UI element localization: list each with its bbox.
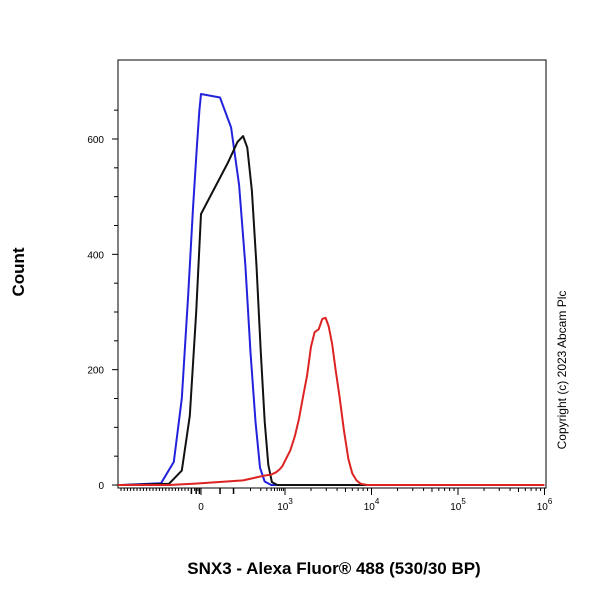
y-tick-label: 600 — [87, 135, 104, 146]
x-tick-label: 104 — [364, 497, 380, 513]
x-tick-label: 106 — [537, 497, 553, 513]
y-tick-label: 400 — [87, 250, 104, 261]
x-tick-label: 103 — [277, 497, 293, 513]
y-axis: 0 200 400 600 — [87, 109, 118, 492]
y-axis-title: Count — [9, 247, 28, 296]
histogram-series-2 — [118, 135, 545, 486]
plot-frame — [117, 59, 547, 489]
histogram-series-3 — [118, 316, 545, 486]
x-tick-label: 105 — [450, 497, 466, 513]
y-tick-label: 0 — [98, 481, 104, 492]
series-layer — [118, 93, 545, 486]
x-axis: 0 103 104 105 106 — [120, 488, 553, 513]
x-axis-title: SNX3 - Alexa Fluor® 488 (530/30 BP) — [187, 559, 480, 578]
copyright-annotation: Copyright (c) 2023 Abcam Plc — [555, 291, 569, 450]
x-tick-label: 0 — [198, 502, 204, 513]
y-tick-label: 200 — [87, 366, 104, 377]
histogram-series-1 — [118, 93, 545, 486]
